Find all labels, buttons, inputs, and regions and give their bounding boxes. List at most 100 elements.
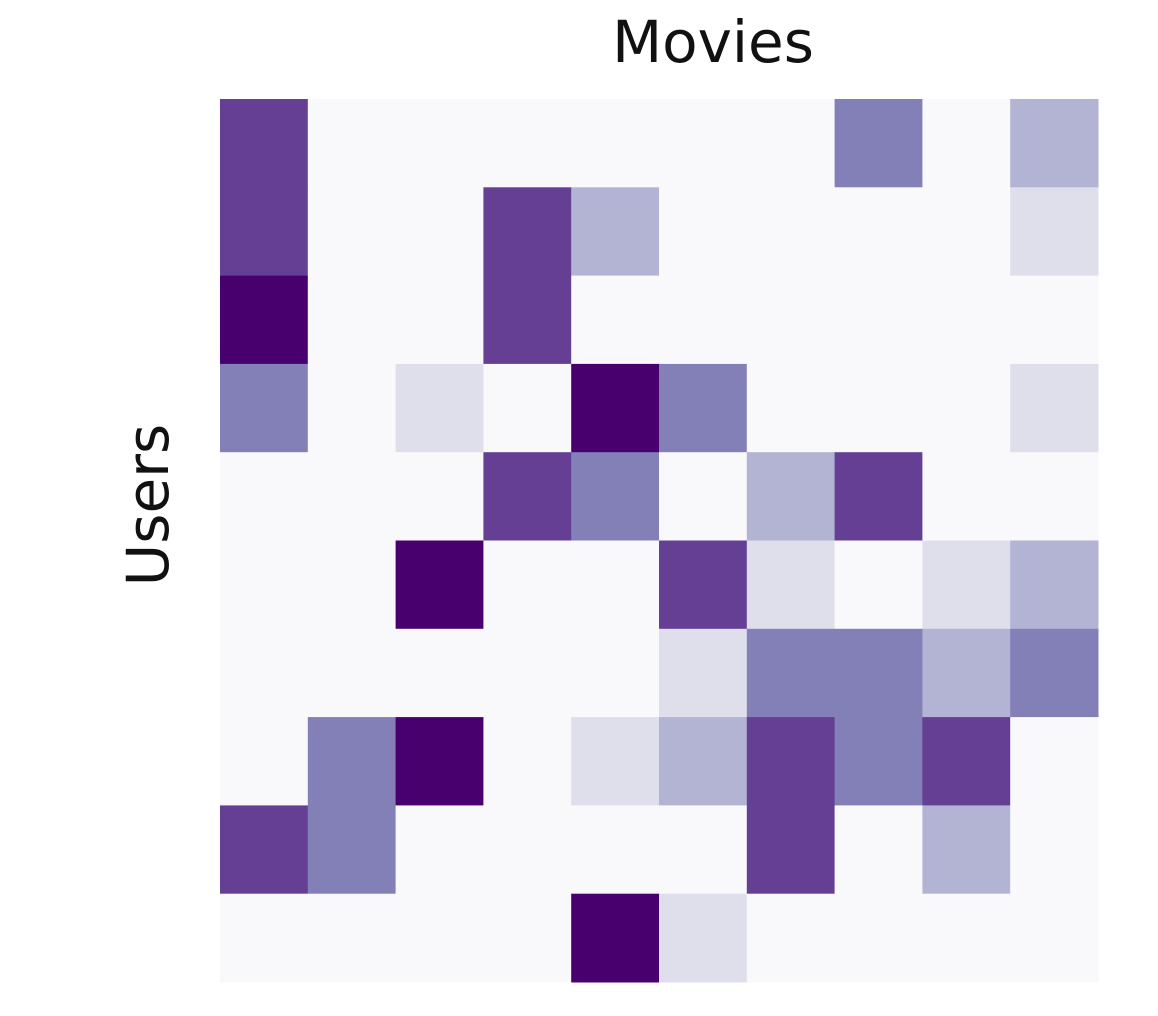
heatmap-cell <box>483 275 572 365</box>
heatmap-cell <box>746 363 836 453</box>
heatmap-cell <box>395 275 484 365</box>
heatmap-cell <box>571 275 660 365</box>
heatmap-cell <box>922 717 1011 806</box>
heatmap-cell <box>571 187 660 277</box>
heatmap-cell <box>483 187 572 277</box>
heatmap-cell <box>922 363 1011 453</box>
heatmap-cell <box>834 187 923 277</box>
heatmap-cell <box>307 540 397 630</box>
heatmap-cell <box>834 717 923 806</box>
heatmap-cell <box>659 187 748 277</box>
heatmap-cell <box>395 187 484 277</box>
heatmap-cell <box>307 187 397 277</box>
heatmap-cell <box>571 452 660 541</box>
heatmap-cell <box>922 452 1011 541</box>
heatmap-cell <box>220 187 309 277</box>
heatmap-cell <box>746 805 836 895</box>
heatmap-cell <box>571 893 660 983</box>
heatmap-cell <box>395 363 484 453</box>
heatmap-cell <box>220 717 309 806</box>
heatmap-cell <box>746 452 836 541</box>
heatmap-cell <box>220 893 309 983</box>
heatmap-cell <box>746 187 836 277</box>
heatmap-cell <box>395 805 484 895</box>
heatmap-cell <box>659 275 748 365</box>
heatmap-cell <box>746 540 836 630</box>
heatmap-cell <box>922 805 1011 895</box>
heatmap-cell <box>483 452 572 541</box>
heatmap-cell <box>922 540 1011 630</box>
heatmap-cell <box>746 99 836 188</box>
heatmap-cell <box>220 805 309 895</box>
heatmap-cell <box>483 540 572 630</box>
heatmap-cell <box>1010 99 1099 188</box>
heatmap-cell <box>834 628 923 718</box>
heatmap-cell <box>659 628 748 718</box>
heatmap-cell <box>307 805 397 895</box>
heatmap-cell <box>571 805 660 895</box>
heatmap-cell <box>307 893 397 983</box>
heatmap-cell <box>1010 275 1099 365</box>
heatmap-cell <box>483 805 572 895</box>
heatmap-cell <box>307 628 397 718</box>
heatmap-cell <box>922 275 1011 365</box>
heatmap-cell <box>571 628 660 718</box>
heatmap-cell <box>1010 805 1099 895</box>
heatmap-cell <box>659 452 748 541</box>
heatmap-cell <box>659 99 748 188</box>
heatmap-cell <box>571 363 660 453</box>
heatmap-cell <box>571 717 660 806</box>
heatmap-cell <box>834 805 923 895</box>
heatmap-cell <box>483 717 572 806</box>
heatmap-cell <box>395 628 484 718</box>
heatmap-cell <box>395 893 484 983</box>
heatmap-cell <box>307 452 397 541</box>
heatmap-cell <box>1010 452 1099 541</box>
heatmap-cell <box>571 99 660 188</box>
heatmap-cell <box>220 452 309 541</box>
heatmap-cell <box>1010 187 1099 277</box>
heatmap-cell <box>220 628 309 718</box>
heatmap-cell <box>659 540 748 630</box>
heatmap-cell <box>922 99 1011 188</box>
heatmap-cell <box>1010 363 1099 453</box>
heatmap-cell <box>1010 893 1099 983</box>
heatmap-cell <box>307 99 397 188</box>
heatmap-cell <box>307 363 397 453</box>
heatmap-cell <box>659 805 748 895</box>
heatmap-cell <box>220 363 309 453</box>
heatmap-cell <box>307 717 397 806</box>
heatmap-cell <box>746 275 836 365</box>
heatmap-cell <box>659 893 748 983</box>
heatmap-cell <box>834 363 923 453</box>
heatmap-cell <box>395 99 484 188</box>
y-axis-label: Users <box>114 424 182 586</box>
heatmap-cell <box>571 540 660 630</box>
heatmap-cell <box>1010 628 1099 718</box>
heatmap-cell <box>834 540 923 630</box>
heatmap-cell <box>834 275 923 365</box>
heatmap-cell <box>746 893 836 983</box>
heatmap-cell <box>483 99 572 188</box>
heatmap-cell <box>483 628 572 718</box>
heatmap-cell <box>220 275 309 365</box>
chart-title: Movies <box>612 8 814 76</box>
heatmap-cell <box>922 893 1011 983</box>
heatmap-cell <box>746 717 836 806</box>
heatmap-cell <box>483 363 572 453</box>
heatmap-cell <box>220 540 309 630</box>
heatmap-cell <box>395 540 484 630</box>
heatmap-cell <box>922 187 1011 277</box>
heatmap-cell <box>395 717 484 806</box>
heatmap-cell <box>922 628 1011 718</box>
heatmap-cell <box>307 275 397 365</box>
heatmap-cell <box>746 628 836 718</box>
heatmap-cell <box>1010 717 1099 806</box>
heatmap-cell <box>1010 540 1099 630</box>
heatmap-cell <box>659 363 748 453</box>
heatmap-cell <box>395 452 484 541</box>
heatmap-cell <box>659 717 748 806</box>
heatmap-cell <box>834 893 923 983</box>
heatmap-cell <box>834 452 923 541</box>
